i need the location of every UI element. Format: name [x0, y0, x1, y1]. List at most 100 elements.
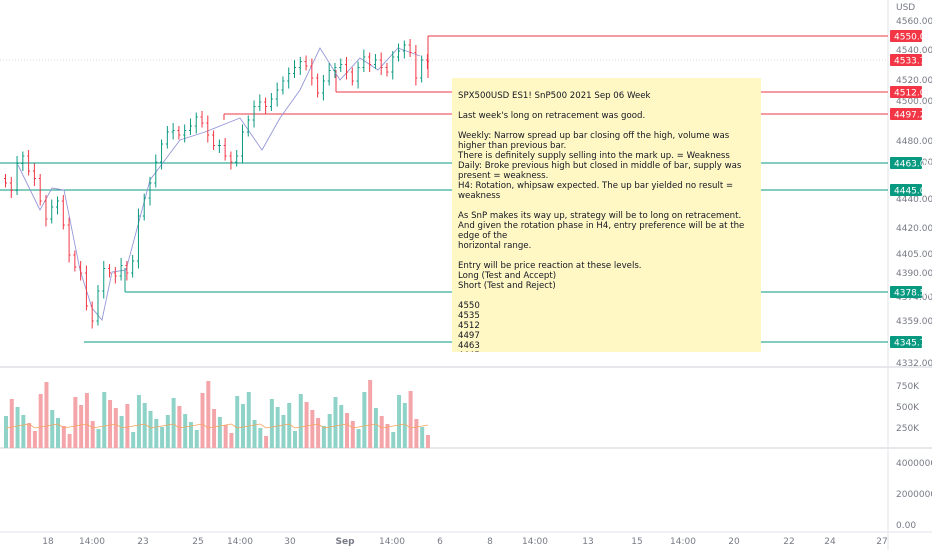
volume-bar — [414, 419, 419, 448]
volume-moving-average — [5, 423, 429, 429]
volume-bar — [188, 422, 193, 448]
volume-bar — [425, 435, 430, 448]
volume-bar — [27, 423, 32, 448]
time-tick-label: 14:00 — [227, 537, 253, 547]
volume-bar — [379, 416, 384, 448]
level-badge: 4463.00 — [890, 157, 931, 170]
volume-bar — [15, 407, 20, 448]
level-badge-label: 4463.00 — [894, 160, 931, 170]
volume-bar — [298, 394, 303, 448]
indicator-tick-label: 0.00 — [896, 521, 916, 531]
price-tick-label: 4359.00 — [896, 317, 932, 327]
level-badge-bg — [890, 336, 922, 348]
level-badge: 4445.00 — [890, 184, 931, 197]
volume-tick-label: 500K — [896, 403, 920, 413]
volume-bar — [142, 403, 147, 448]
volume-bar — [113, 408, 118, 448]
level-badge-bg — [890, 86, 922, 98]
current-price-label: 4533.75 — [894, 57, 931, 67]
level-badge-bg — [890, 184, 922, 196]
volume-bar — [293, 431, 297, 448]
volume-bar — [397, 395, 402, 448]
volume-bar — [154, 419, 159, 448]
volume-bar — [327, 414, 332, 448]
price-tick-label: 4560.00 — [896, 17, 932, 27]
note-title: SPX500USD ES1! SnP500 2021 Sep 06 Week — [458, 91, 651, 101]
price-tick-label: 4500.00 — [896, 97, 932, 107]
volume-bar — [79, 405, 84, 448]
volume-bar — [206, 381, 211, 448]
volume-bar — [136, 395, 141, 448]
volume-bar — [420, 427, 425, 448]
volume-bar — [223, 425, 228, 448]
volume-bar — [73, 397, 78, 448]
volume-bar — [131, 432, 136, 448]
volume-bar — [252, 420, 257, 448]
time-tick-label: 14:00 — [79, 537, 105, 547]
time-tick-label: 8 — [487, 537, 493, 547]
volume-bars — [4, 380, 430, 448]
level-badge-label: 4550.00 — [894, 33, 931, 43]
level-badge-bg — [890, 157, 922, 169]
time-tick-label: Sep — [335, 537, 355, 547]
volume-bar — [61, 426, 66, 448]
volume-bar — [119, 416, 124, 448]
volume-bar — [32, 431, 37, 448]
volume-bar — [96, 429, 101, 448]
volume-bar — [183, 414, 188, 448]
price-tick-label: 4420.00 — [896, 224, 932, 234]
volume-bar — [373, 408, 378, 448]
volume-bar — [125, 404, 130, 448]
volume-bar — [194, 430, 199, 448]
volume-bar — [229, 433, 234, 448]
time-tick-label: 14:00 — [379, 537, 405, 547]
volume-bar — [258, 428, 263, 448]
price-candles — [4, 39, 429, 329]
time-tick-label: 24 — [824, 537, 836, 547]
volume-bar — [148, 411, 153, 448]
level-badge-label: 4445.00 — [894, 187, 931, 197]
currency-label: USD — [896, 3, 915, 13]
price-tick-label: 4390.00 — [896, 269, 932, 279]
volume-bar — [165, 415, 170, 448]
trend-polyline — [17, 47, 421, 322]
volume-bar — [56, 418, 61, 448]
time-tick-label: 27 — [876, 537, 887, 547]
time-tick-label: 30 — [284, 537, 296, 547]
current-price-badge-bg — [890, 54, 922, 66]
level-badge-label: 4512.00 — [894, 89, 931, 99]
level-badge: 4550.00 — [890, 30, 931, 43]
volume-bar — [402, 403, 407, 448]
price-level-badges: 4550.00 4512.00 4497.25 4463.00 4445.00 4378.… — [890, 30, 931, 349]
price-tick-label: 4405.00 — [896, 250, 932, 260]
level-badge-bg — [890, 108, 922, 120]
price-tick-label: 4540.00 — [896, 46, 932, 56]
volume-bar — [217, 417, 222, 448]
time-tick-label: 6 — [437, 537, 443, 547]
volume-bar — [408, 391, 413, 448]
volume-bar — [160, 427, 165, 448]
time-tick-label: 23 — [137, 537, 148, 547]
volume-bar — [50, 410, 55, 448]
price-tick-label: 4520.00 — [896, 76, 932, 86]
trade-plan-note[interactable]: SPX500USD ES1! SnP500 2021 Sep 06 Week L… — [452, 78, 761, 352]
volume-bar — [21, 415, 26, 448]
volume-bar — [200, 393, 205, 448]
volume-bar — [362, 392, 367, 448]
level-badge: 4345.75 — [890, 336, 931, 349]
volume-bar — [212, 409, 217, 448]
volume-bar — [275, 407, 280, 448]
level-badge: 4497.25 — [890, 108, 931, 121]
level-badge: 4512.00 — [890, 86, 931, 99]
volume-bar — [287, 403, 292, 448]
volume-bar — [368, 380, 373, 448]
volume-bar — [44, 382, 49, 448]
volume-tick-label: 750K — [896, 382, 920, 392]
volume-bar — [281, 415, 286, 448]
trend-line — [17, 47, 421, 322]
volume-bar — [385, 424, 390, 448]
time-tick-label: 20 — [728, 537, 740, 547]
time-axis: 18 14:00 23 25 14:00 30 Sep 14:00 6 8 14:00 13 15 14:… — [42, 537, 887, 547]
price-tick-label: 4332.00 — [896, 359, 932, 369]
